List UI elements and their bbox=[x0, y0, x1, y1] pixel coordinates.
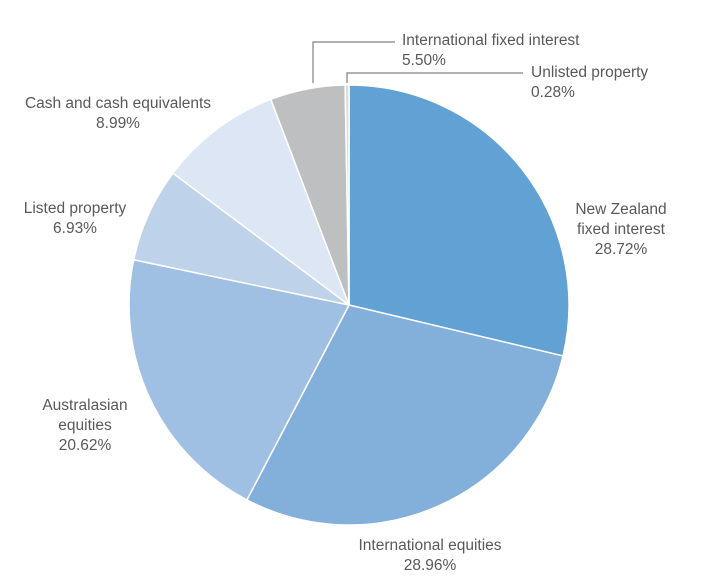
label-international-equities: International equities 28.96% bbox=[330, 536, 530, 576]
label-text: fixed interest bbox=[577, 221, 665, 238]
label-text: Cash and cash equivalents bbox=[24, 95, 212, 112]
leader-line-unlisted bbox=[346, 72, 523, 83]
label-unlisted-property: Unlisted property 0.28% bbox=[531, 63, 648, 103]
label-value: 6.93% bbox=[53, 220, 97, 237]
pie-slice-new-zealand-fixed-interest bbox=[348, 84, 570, 357]
label-value: 8.99% bbox=[96, 115, 140, 132]
label-nz-fixed-interest: New Zealand fixed interest 28.72% bbox=[566, 200, 676, 260]
label-text: Australasian bbox=[42, 397, 128, 414]
pie-slice-unlisted-property bbox=[344, 84, 350, 306]
label-international-fixed-interest: International fixed interest 5.50% bbox=[402, 31, 580, 71]
label-text: Listed property bbox=[23, 200, 127, 217]
label-text: Unlisted property bbox=[531, 64, 649, 81]
label-text: International equities bbox=[358, 537, 502, 554]
label-listed-property: Listed property 6.93% bbox=[5, 199, 145, 239]
leader-lines bbox=[312, 41, 523, 83]
label-value: 0.28% bbox=[531, 84, 575, 101]
label-value: 20.62% bbox=[58, 437, 112, 454]
label-value: 5.50% bbox=[402, 52, 446, 69]
label-value: 28.72% bbox=[594, 241, 648, 258]
label-text: International fixed interest bbox=[402, 32, 580, 49]
pie-slice-international-equities bbox=[246, 304, 564, 526]
leader-line-intl-fixed bbox=[312, 41, 395, 83]
label-text: New Zealand bbox=[575, 201, 667, 218]
pie-slices bbox=[128, 84, 570, 526]
label-australasian-equities: Australasian equities 20.62% bbox=[20, 396, 150, 456]
label-value: 28.96% bbox=[403, 557, 457, 574]
pie-slice-cash-and-cash-equivalents bbox=[172, 98, 350, 306]
label-text: equities bbox=[58, 417, 112, 434]
label-cash: Cash and cash equivalents 8.99% bbox=[5, 94, 231, 134]
pie-slice-australasian-equities bbox=[128, 258, 350, 501]
